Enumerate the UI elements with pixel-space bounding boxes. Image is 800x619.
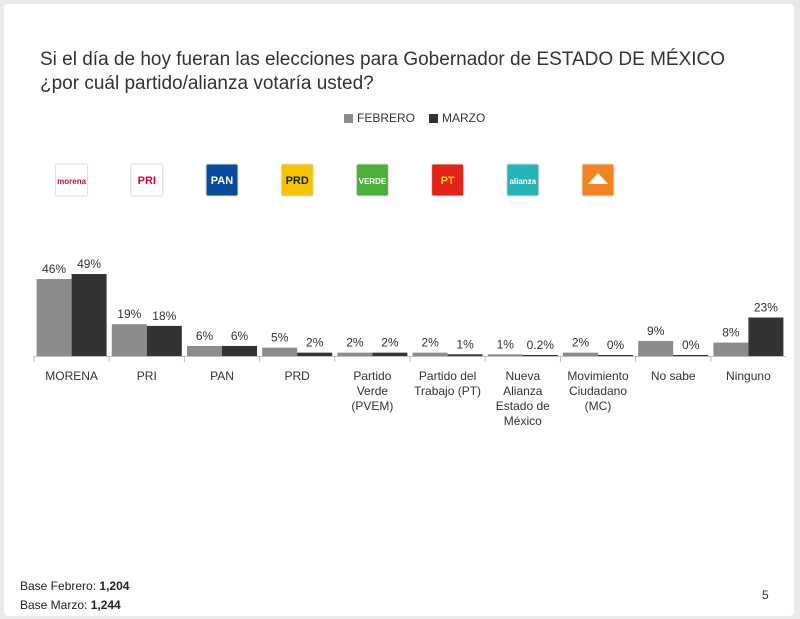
page-number: 5: [762, 588, 769, 602]
bar-febrero: [337, 352, 373, 356]
category-label: Verde: [357, 384, 389, 398]
data-label: 0.2%: [527, 338, 555, 352]
nueva-alianza-logo: [506, 163, 540, 197]
slide: Si el día de hoy fueran las elecciones p…: [4, 4, 794, 616]
verde-logo: [355, 163, 389, 197]
base-marzo: Base Marzo: 1,244: [20, 598, 121, 612]
legend-swatch-febrero: [344, 113, 353, 123]
pt-logo-text: PT: [441, 175, 455, 187]
morena-logo-text: morena: [57, 177, 86, 186]
data-label: 2%: [572, 336, 590, 350]
legend: FEBRERO MARZO: [344, 111, 485, 125]
category-label: Partido del: [419, 369, 476, 383]
prd-logo: [280, 163, 314, 197]
base-febrero-label: Base Febrero:: [20, 579, 97, 593]
data-label: 5%: [271, 331, 289, 345]
nueva-alianza-logo-text: alianza: [509, 177, 536, 186]
category-label: (PVEM): [351, 399, 393, 413]
data-label: 49%: [77, 257, 101, 271]
bar-febrero: [487, 354, 523, 356]
base-febrero: Base Febrero: 1,204: [20, 579, 129, 593]
morena-logo: [55, 163, 89, 197]
legend-label-marzo: MARZO: [442, 111, 486, 125]
legend-swatch-marzo: [429, 113, 439, 123]
bar-febrero: [412, 352, 448, 356]
bar-febrero: [563, 352, 598, 356]
category-label: (MC): [585, 399, 612, 413]
category-label: Nueva: [505, 369, 540, 383]
bar-marzo: [447, 354, 483, 356]
movimiento-ciudadano-logo-mark: [588, 173, 608, 184]
bar-febrero: [111, 324, 147, 356]
data-label: 2%: [306, 336, 324, 350]
data-label: 8%: [722, 326, 740, 340]
base-febrero-value: 1,204: [99, 579, 130, 593]
category-label: México: [504, 414, 542, 428]
data-label: 2%: [346, 336, 364, 350]
bar-marzo: [146, 325, 182, 356]
data-label: 0%: [607, 338, 625, 352]
category-label: Estado de: [496, 399, 550, 413]
bar-marzo: [297, 352, 333, 356]
category-label: PRD: [285, 369, 311, 383]
legend-item-marzo: MARZO: [429, 111, 485, 125]
legend-item-febrero: FEBRERO: [344, 111, 415, 125]
data-label: 2%: [421, 336, 439, 350]
bar-febrero: [36, 279, 72, 356]
category-label: Trabajo (PT): [414, 384, 481, 398]
pan-logo: [205, 163, 239, 197]
bar-marzo: [748, 317, 784, 356]
data-label: 9%: [647, 324, 665, 338]
bar-febrero: [187, 345, 222, 356]
base-marzo-value: 1,244: [90, 598, 121, 612]
data-label: 6%: [196, 329, 214, 343]
verde-logo-text: VERDE: [359, 177, 387, 186]
category-label: PAN: [210, 369, 234, 383]
category-label: Alianza: [503, 384, 543, 398]
bar-chart: 46% 49% MORENA morena 19% 18% PRI PRI 6% 6% PAN PAN…: [33, 163, 786, 428]
data-label: 1%: [497, 337, 515, 351]
category-label: Movimiento: [567, 369, 629, 383]
pt-logo: [431, 163, 465, 197]
data-label: 18%: [152, 309, 176, 323]
bar-marzo: [71, 274, 107, 356]
pan-logo-text: PAN: [211, 175, 233, 187]
data-label: 46%: [42, 262, 66, 276]
category-label: No sabe: [651, 369, 696, 383]
category-label: MORENA: [45, 369, 98, 383]
category-label: Partido: [353, 369, 391, 383]
pri-logo-text: PRI: [138, 175, 156, 187]
chart-title: Si el día de hoy fueran las elecciones p…: [40, 49, 726, 94]
data-label: 19%: [117, 307, 141, 321]
prd-logo-text: PRD: [286, 175, 309, 187]
pri-logo: [130, 163, 164, 197]
category-label: Ciudadano: [569, 384, 627, 398]
bar-marzo: [222, 345, 257, 356]
base-marzo-label: Base Marzo:: [20, 598, 88, 612]
legend-label-febrero: FEBRERO: [357, 111, 416, 125]
category-label: PRI: [137, 369, 157, 383]
bar-febrero: [638, 340, 674, 356]
data-label: 1%: [456, 337, 474, 351]
bar-febrero: [713, 342, 749, 356]
data-label: 6%: [231, 329, 249, 343]
bar-febrero: [262, 347, 298, 356]
bar-marzo: [372, 352, 408, 356]
bar-marzo: [598, 355, 633, 356]
bar-marzo: [673, 355, 709, 356]
data-label: 0%: [682, 338, 700, 352]
category-label: Ninguno: [726, 369, 771, 383]
bar-marzo: [522, 355, 558, 356]
data-label: 23%: [754, 301, 778, 315]
data-label: 2%: [381, 336, 399, 350]
